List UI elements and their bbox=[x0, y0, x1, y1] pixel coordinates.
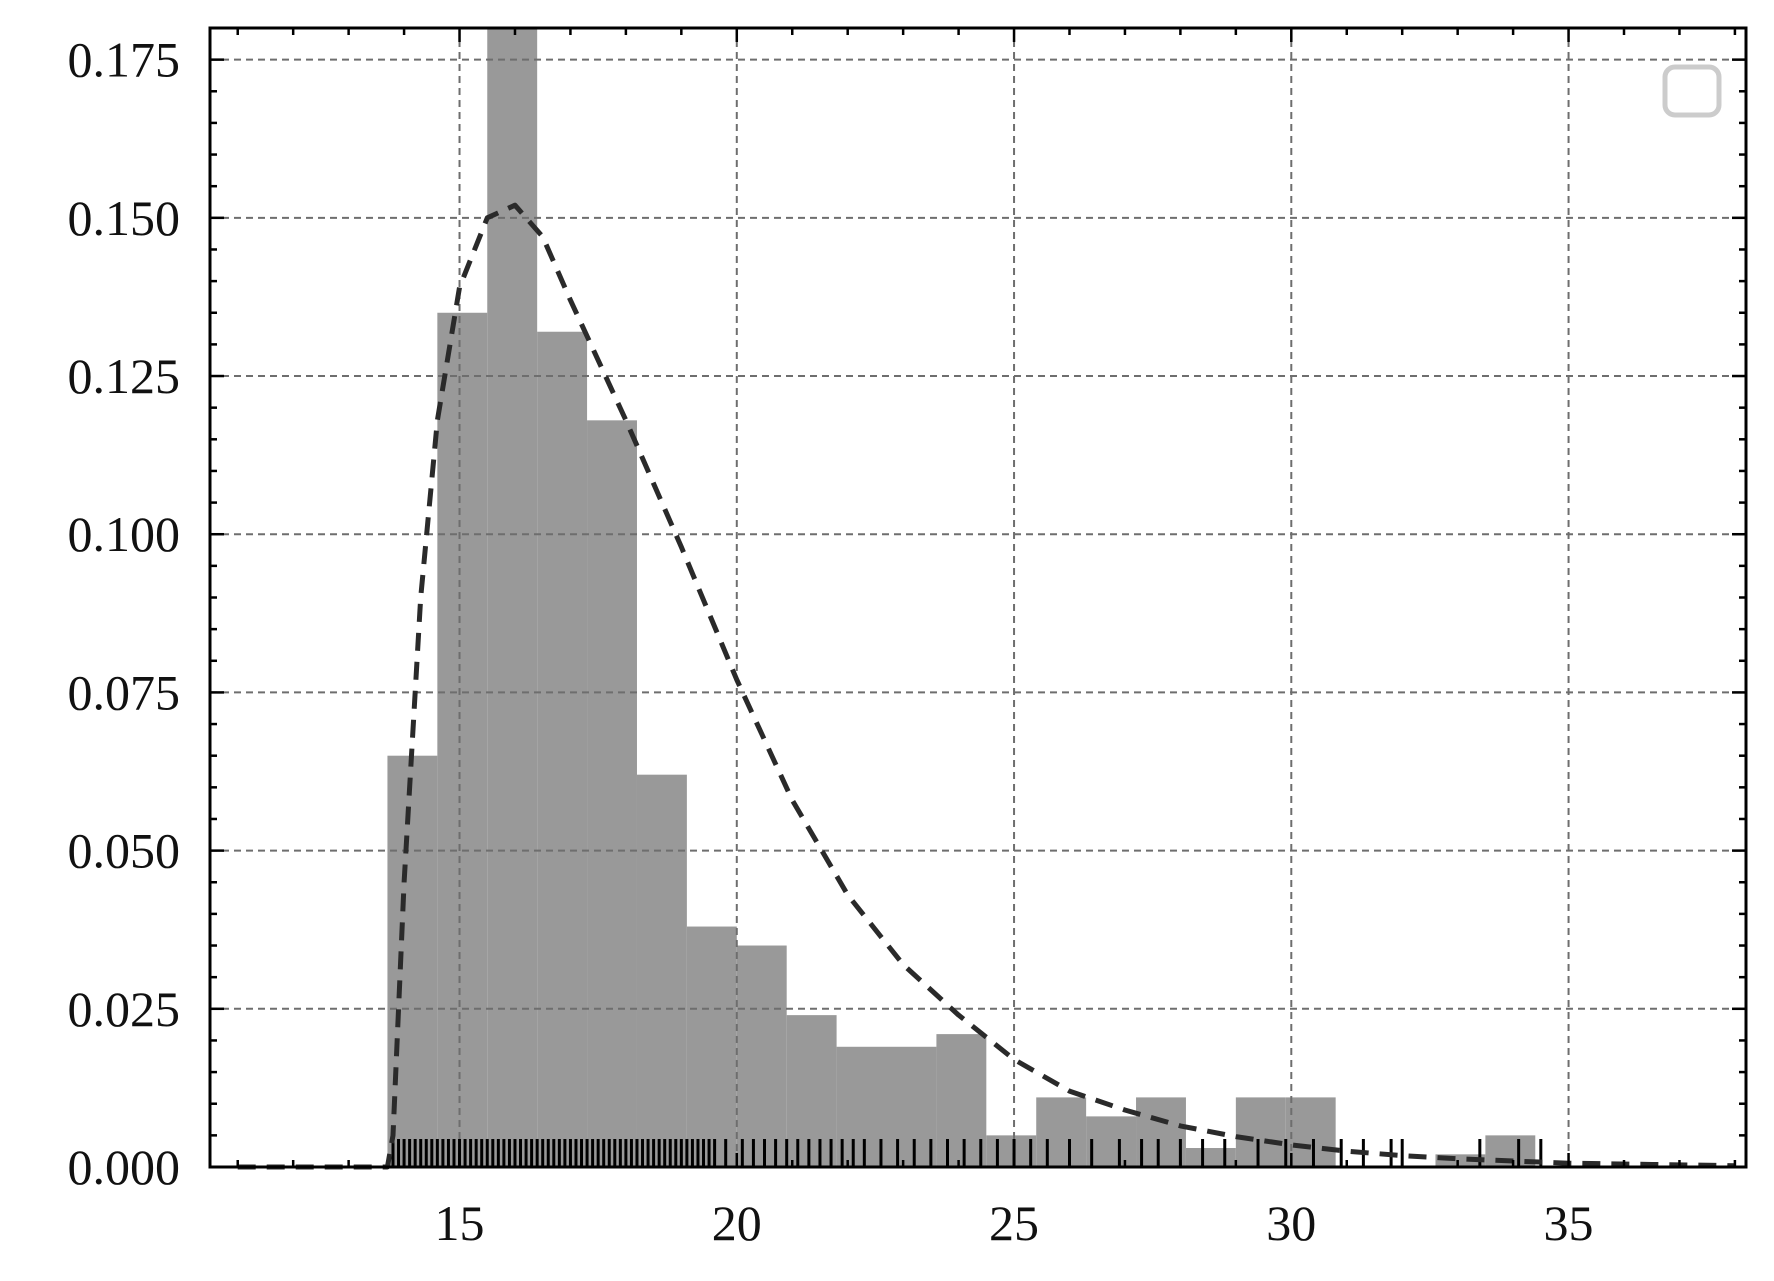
histogram-bar bbox=[437, 312, 488, 1167]
y-tick-label: 0.175 bbox=[68, 32, 181, 88]
x-tick-label: 15 bbox=[435, 1195, 485, 1251]
histogram-bar bbox=[686, 926, 737, 1167]
y-tick-label: 0.050 bbox=[68, 823, 181, 879]
histogram-bar bbox=[1086, 1116, 1137, 1167]
histogram-bar bbox=[587, 420, 637, 1167]
histogram-bar bbox=[1285, 1097, 1336, 1167]
histogram-bar bbox=[1136, 1097, 1186, 1167]
histogram-bar bbox=[487, 28, 538, 1167]
density-curve-group bbox=[237, 202, 1735, 1170]
histogram-bar bbox=[936, 1034, 987, 1167]
legend-box bbox=[1662, 64, 1722, 118]
y-tick-label: 0.025 bbox=[68, 981, 181, 1037]
axes-frame bbox=[208, 26, 1748, 1169]
histogram-bar bbox=[736, 945, 787, 1167]
y-tick-label: 0.075 bbox=[68, 664, 181, 720]
histogram-bar bbox=[886, 1046, 937, 1167]
histogram-bar bbox=[1036, 1097, 1087, 1167]
tick-labels: 15 20 25 30 35 0.000 0.025 0.050 0.075 0.100 0.125… bbox=[68, 32, 1594, 1251]
histogram-bar bbox=[1235, 1097, 1286, 1167]
x-tick-label: 20 bbox=[712, 1195, 762, 1251]
rug-marks bbox=[391, 1139, 1543, 1167]
x-tick-label: 25 bbox=[989, 1195, 1039, 1251]
y-tick-label: 0.125 bbox=[68, 348, 181, 404]
y-tick-label: 0.000 bbox=[68, 1139, 181, 1195]
density-curve bbox=[237, 202, 1735, 1170]
histogram-bar bbox=[537, 331, 588, 1167]
y-tick-label: 0.100 bbox=[68, 506, 181, 562]
y-tick-label: 0.150 bbox=[68, 190, 181, 246]
histogram-bar bbox=[986, 1135, 1037, 1167]
x-tick-label: 30 bbox=[1266, 1195, 1316, 1251]
histogram-bar bbox=[636, 774, 687, 1167]
histogram-bar bbox=[1185, 1148, 1236, 1167]
histogram-bar bbox=[786, 1015, 837, 1167]
histogram-bar bbox=[836, 1046, 887, 1167]
gridlines bbox=[210, 28, 1746, 1167]
x-tick-label: 35 bbox=[1544, 1195, 1594, 1251]
